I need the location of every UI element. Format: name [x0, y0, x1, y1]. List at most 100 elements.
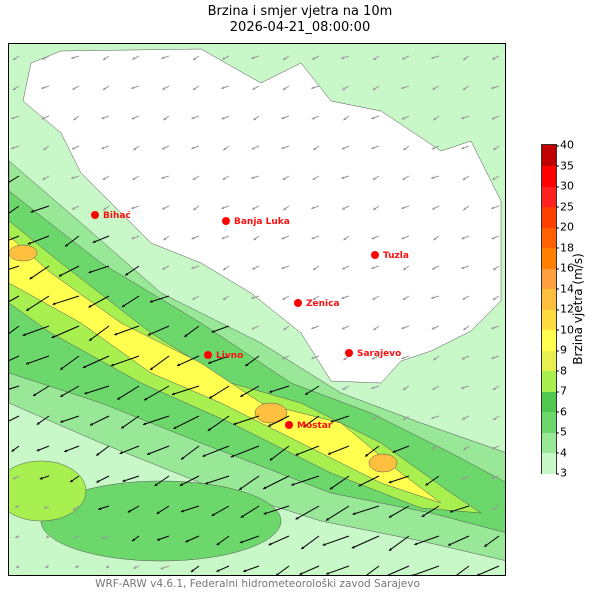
wind-arrow-head — [173, 426, 177, 429]
colorbar-tick-label: 5 — [556, 425, 567, 439]
footer-credit: WRF-ARW v4.6.1, Federalni hidrometeorolo… — [95, 578, 420, 590]
colorbar-tick-label: 4 — [556, 446, 567, 459]
wind-arrow-head — [252, 267, 256, 270]
wind-arrow-head — [122, 479, 126, 483]
wind-arrow — [351, 535, 380, 549]
wind-arrow-head — [253, 117, 257, 121]
wind-arrow-head — [341, 146, 345, 150]
wind-arrow-head — [461, 146, 465, 150]
wind-arrow — [325, 505, 350, 521]
wind-arrow — [388, 535, 410, 552]
city-marker-icon — [345, 349, 353, 357]
wind-arrow-head — [371, 356, 375, 360]
wind-arrow-head — [311, 86, 315, 90]
wind-arrow — [84, 385, 110, 395]
wind-arrow — [92, 235, 110, 244]
wind-arrow-head — [341, 56, 345, 60]
wind-arrow-head — [342, 387, 346, 390]
wind-arrow-head — [239, 540, 243, 544]
wind-arrow-head — [179, 483, 183, 486]
city-label: Sarajevo — [357, 349, 401, 359]
wind-arrow-head — [193, 207, 197, 211]
wind-arrow-head — [230, 454, 234, 458]
wind-arrow-head — [88, 270, 92, 274]
wind-arrow — [267, 415, 290, 427]
wind-arrow-head — [154, 483, 158, 486]
wind-arrow-head — [493, 147, 497, 151]
wind-arrow-head — [325, 517, 329, 521]
colorbar-segment — [542, 432, 556, 453]
band-12-14-east — [368, 453, 398, 473]
wind-arrow — [146, 445, 170, 455]
wind-arrow-head — [222, 177, 226, 180]
wind-arrow — [388, 475, 410, 484]
wind-arrow-head — [281, 116, 285, 120]
colorbar-tick-label: 30 — [556, 179, 574, 193]
wind-arrow-head — [461, 266, 465, 270]
wind-arrow — [149, 295, 170, 303]
wind-arrow-head — [492, 177, 496, 180]
wind-arrow-head — [223, 147, 227, 151]
wind-arrow-head — [58, 273, 62, 277]
wind-arrow-head — [449, 509, 453, 513]
wind-arrow — [142, 415, 170, 426]
wind-speed-map: Bihać Banja Luka Tuzla Zenica Livno Sarajevo M… — [8, 43, 506, 576]
wind-arrow — [60, 415, 80, 423]
wind-arrow-head — [208, 361, 212, 364]
wind-arrow-head — [463, 57, 467, 61]
wind-arrow-head — [493, 417, 497, 421]
wind-arrow-head — [161, 56, 165, 60]
wind-arrow-head — [89, 338, 93, 341]
wind-arrow-head — [82, 365, 86, 368]
wind-arrow-head — [491, 446, 495, 450]
band-12-14-west — [9, 244, 38, 262]
wind-arrow — [352, 505, 380, 515]
wind-arrow-head — [341, 176, 345, 180]
wind-arrow-head — [371, 386, 375, 390]
wind-arrow — [147, 325, 170, 336]
wind-arrow-head — [330, 419, 334, 423]
wind-arrow-head — [42, 177, 46, 180]
wind-arrow — [59, 355, 80, 371]
wind-arrow — [22, 325, 50, 336]
wind-arrow-head — [127, 509, 131, 513]
wind-arrow-head — [16, 565, 20, 569]
wind-arrow-head — [342, 206, 346, 210]
wind-arrow-head — [402, 57, 406, 60]
wind-arrow-head — [222, 297, 226, 300]
wind-arrow-head — [432, 87, 436, 90]
wind-arrow-head — [209, 395, 213, 399]
wind-arrow-head — [27, 241, 31, 245]
wind-arrow-head — [73, 117, 77, 121]
wind-arrow-head — [311, 206, 315, 210]
wind-arrow-head — [211, 513, 215, 516]
wind-arrow-head — [358, 483, 362, 487]
wind-arrow — [58, 265, 80, 277]
wind-arrow — [238, 475, 260, 491]
wind-arrow-head — [299, 572, 303, 575]
wind-arrow-head — [352, 512, 356, 515]
wind-arrow-head — [462, 476, 466, 480]
colorbar — [541, 144, 557, 474]
wind-arrow — [239, 535, 260, 544]
wind-arrow-head — [351, 545, 355, 549]
wind-arrow-head — [207, 428, 211, 431]
wind-arrow — [330, 415, 350, 423]
wind-arrow-head — [462, 87, 466, 90]
wind-arrow — [9, 325, 20, 335]
wind-arrow-head — [71, 146, 75, 150]
wind-arrow — [110, 355, 140, 367]
wind-arrow — [211, 325, 230, 333]
wind-arrow-head — [71, 56, 75, 60]
wind-arrow-head — [121, 425, 125, 429]
wind-arrow-head — [431, 296, 435, 300]
wind-arrow — [154, 475, 170, 487]
wind-arrow-head — [431, 146, 435, 150]
wind-arrow-head — [492, 297, 496, 300]
wind-arrow-head — [372, 417, 376, 420]
wind-arrow — [202, 445, 230, 457]
wind-arrow — [82, 355, 110, 369]
wind-arrow-head — [431, 326, 435, 330]
wind-arrow-head — [392, 450, 396, 453]
